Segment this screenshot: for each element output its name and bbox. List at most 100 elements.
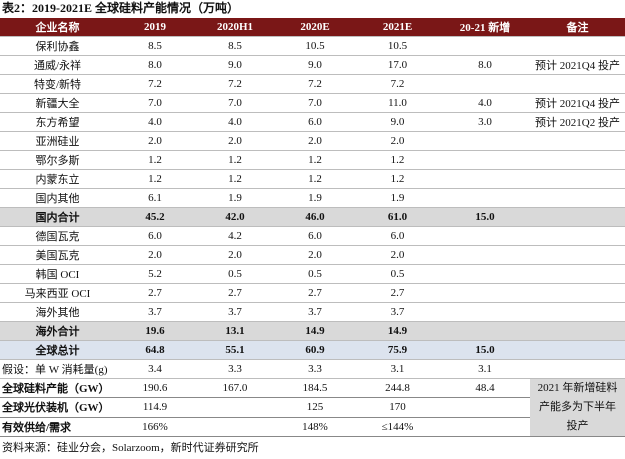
company-cell: 特变/新特 [0, 74, 115, 94]
value-cell: ≤144% [355, 417, 440, 438]
value-cell: 预计 2021Q4 投产 [530, 93, 625, 113]
value-cell: 1.2 [195, 169, 275, 189]
value-cell [440, 417, 530, 438]
value-cell [530, 283, 625, 303]
value-cell: 10.5 [275, 36, 355, 56]
value-cell: 15.0 [440, 207, 530, 227]
company-cell: 亚洲硅业 [0, 131, 115, 151]
value-cell: 11.0 [355, 93, 440, 113]
value-cell [530, 188, 625, 208]
summary-note: 2021 年新增硅料产能多为下半年投产 [530, 378, 625, 437]
value-cell [530, 264, 625, 284]
value-cell [530, 74, 625, 94]
value-cell: 1.2 [115, 150, 195, 170]
value-cell: 3.7 [195, 302, 275, 322]
company-cell: 韩国 OCI [0, 264, 115, 284]
company-cell: 国内其他 [0, 188, 115, 208]
value-cell: 预计 2021Q4 投产 [530, 55, 625, 75]
table-row: 特变/新特 7.2 7.2 7.2 7.2 [0, 74, 625, 94]
value-cell: 9.0 [355, 112, 440, 132]
value-cell: 14.9 [275, 321, 355, 341]
value-cell [440, 74, 530, 94]
value-cell: 7.0 [275, 93, 355, 113]
header-cell: 2020E [275, 18, 355, 37]
value-cell: 60.9 [275, 340, 355, 360]
value-cell: 114.9 [115, 397, 195, 418]
value-cell: 9.0 [275, 55, 355, 75]
value-cell: 0.5 [355, 264, 440, 284]
table-row: 内蒙东立 1.2 1.2 1.2 1.2 [0, 169, 625, 189]
value-cell: 42.0 [195, 207, 275, 227]
header-cell: 2021E [355, 18, 440, 37]
value-cell: 6.1 [115, 188, 195, 208]
value-cell: 61.0 [355, 207, 440, 227]
value-cell: 10.5 [355, 36, 440, 56]
value-cell [195, 397, 275, 418]
value-cell: 3.0 [440, 112, 530, 132]
value-cell: 167.0 [195, 378, 275, 399]
value-cell: 2.7 [355, 283, 440, 303]
value-cell: 7.2 [115, 74, 195, 94]
value-cell: 6.0 [115, 226, 195, 246]
value-cell: 3.4 [115, 359, 195, 379]
table-row: 海外其他 3.7 3.7 3.7 3.7 [0, 302, 625, 322]
value-cell: 46.0 [275, 207, 355, 227]
value-cell: 9.0 [195, 55, 275, 75]
value-cell [440, 131, 530, 151]
value-cell: 8.5 [115, 36, 195, 56]
value-cell [530, 131, 625, 151]
header-cell: 2019 [115, 18, 195, 37]
value-cell: 244.8 [355, 378, 440, 399]
value-cell: 3.3 [275, 359, 355, 379]
value-cell: 3.7 [355, 302, 440, 322]
value-cell: 1.2 [275, 169, 355, 189]
company-cell: 通威/永祥 [0, 55, 115, 75]
value-cell: 2.0 [355, 245, 440, 265]
table-row: 东方希望 4.0 4.0 6.0 9.0 3.0 预计 2021Q2 投产 [0, 112, 625, 132]
value-cell: 3.7 [275, 302, 355, 322]
value-cell: 2.0 [275, 245, 355, 265]
table-row: 鄂尔多斯 1.2 1.2 1.2 1.2 [0, 150, 625, 170]
table-body: 保利协鑫 8.5 8.5 10.5 10.5 通威/永祥 8.0 9.0 9.0 17.0 8.0 预… [0, 36, 625, 438]
table-row: 马来西亚 OCI 2.7 2.7 2.7 2.7 [0, 283, 625, 303]
company-cell: 马来西亚 OCI [0, 283, 115, 303]
value-cell [440, 397, 530, 418]
value-cell: 7.2 [195, 74, 275, 94]
value-cell: 8.5 [195, 36, 275, 56]
company-cell: 东方希望 [0, 112, 115, 132]
value-cell: 4.0 [440, 93, 530, 113]
value-cell: 2.0 [115, 131, 195, 151]
value-cell: 7.0 [115, 93, 195, 113]
value-cell: 8.0 [115, 55, 195, 75]
value-cell: 4.0 [195, 112, 275, 132]
value-cell: 2.7 [115, 283, 195, 303]
summary-row: 有效供给/需求 166% 148% ≤144% [0, 417, 625, 438]
value-cell: 17.0 [355, 55, 440, 75]
value-cell: 2.7 [275, 283, 355, 303]
table-row: 通威/永祥 8.0 9.0 9.0 17.0 8.0 预计 2021Q4 投产 [0, 55, 625, 75]
value-cell: 7.2 [355, 74, 440, 94]
value-cell: 148% [275, 417, 355, 438]
table-row: 全球总计 64.8 55.1 60.9 75.9 15.0 [0, 340, 625, 360]
value-cell: 1.2 [275, 150, 355, 170]
source-note: 资料来源：硅业分会，Solarzoom，新时代证券研究所 [2, 442, 259, 454]
value-cell: 3.1 [355, 359, 440, 379]
value-cell: 14.9 [355, 321, 440, 341]
value-cell: 2.7 [195, 283, 275, 303]
value-cell: 6.0 [275, 226, 355, 246]
value-cell: 3.3 [195, 359, 275, 379]
value-cell: 1.2 [355, 150, 440, 170]
table-row: 保利协鑫 8.5 8.5 10.5 10.5 [0, 36, 625, 56]
value-cell: 1.2 [195, 150, 275, 170]
table-row: 韩国 OCI 5.2 0.5 0.5 0.5 [0, 264, 625, 284]
header-cell: 备注 [530, 18, 625, 37]
value-cell: 8.0 [440, 55, 530, 75]
company-cell: 国内合计 [0, 207, 115, 227]
company-cell: 美国瓦克 [0, 245, 115, 265]
value-cell: 2.0 [195, 245, 275, 265]
summary-row: 全球硅料产能（GW） 190.6 167.0 184.5 244.8 48.4 2021 年… [0, 378, 625, 437]
value-cell: 预计 2021Q2 投产 [530, 112, 625, 132]
value-cell: 6.0 [275, 112, 355, 132]
table-row: 亚洲硅业 2.0 2.0 2.0 2.0 [0, 131, 625, 151]
value-cell: 4.0 [115, 112, 195, 132]
